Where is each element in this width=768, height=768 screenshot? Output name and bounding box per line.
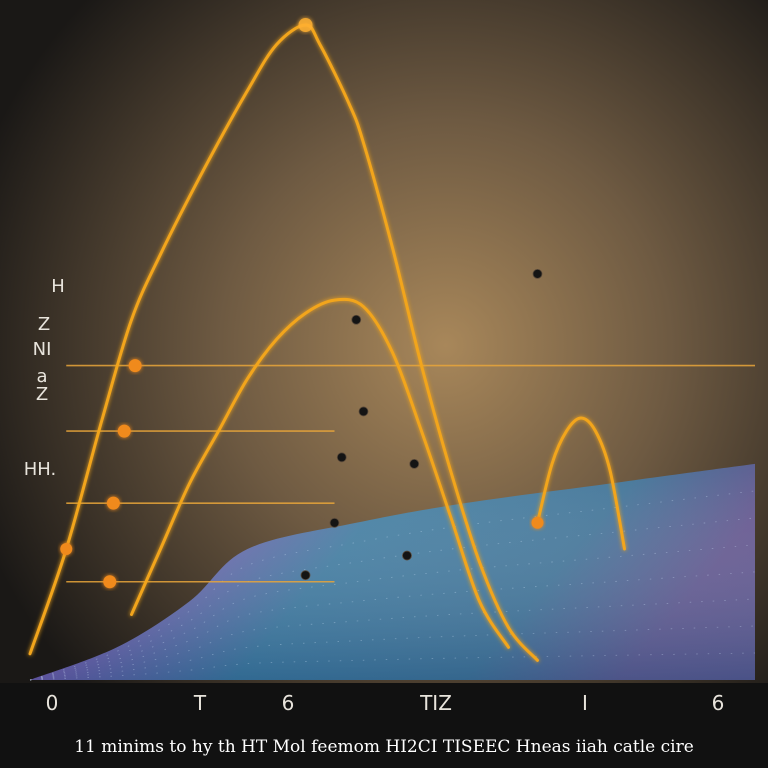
series-line — [28, 23, 539, 662]
peak-marker — [298, 18, 313, 32]
series-line — [536, 416, 626, 551]
surface-layer — [29, 463, 756, 681]
scatter-point — [300, 570, 311, 581]
y-tick-label: Z — [38, 314, 50, 335]
markers-layer — [60, 18, 544, 589]
scatter-point — [336, 452, 347, 463]
series-line — [130, 297, 510, 649]
scatter-point — [351, 314, 362, 325]
x-tick-label: TIZ — [419, 691, 452, 715]
x-tick-label: I — [582, 691, 588, 715]
surface-shade — [30, 463, 755, 680]
x-tick-label: 6 — [282, 691, 295, 715]
x-tick-labels: 0 T 6 TIZ I 6 — [46, 691, 725, 715]
scatter-point — [409, 458, 420, 469]
x-tick-label: 0 — [46, 691, 59, 715]
surface-grid-line — [29, 544, 756, 681]
intersection-marker — [106, 496, 120, 510]
chart-caption: 11 minims to hy th HT Mol feemom HI2CI T… — [74, 737, 694, 757]
series-layer — [28, 23, 626, 662]
scatter-point — [402, 550, 412, 561]
intersection-marker — [103, 575, 117, 589]
scatter-point — [358, 406, 369, 417]
y-tick-label: NI — [33, 339, 52, 360]
y-tick-label: Z — [36, 384, 48, 405]
curve-marker — [531, 516, 544, 529]
x-tick-label: 6 — [712, 691, 725, 715]
scatter-point — [329, 517, 340, 528]
y-tick-label: H — [51, 276, 65, 297]
intersection-marker — [128, 359, 142, 373]
y-tick-label: HH. — [24, 459, 56, 480]
intersection-marker — [117, 424, 131, 438]
scatter-point — [532, 268, 543, 279]
x-axis-band — [0, 683, 768, 768]
curve-marker — [60, 543, 73, 555]
surface-grid-line — [29, 598, 756, 681]
y-tick-label: a — [36, 366, 47, 387]
x-tick-label: T — [193, 691, 207, 715]
scatter-layer — [300, 268, 543, 581]
